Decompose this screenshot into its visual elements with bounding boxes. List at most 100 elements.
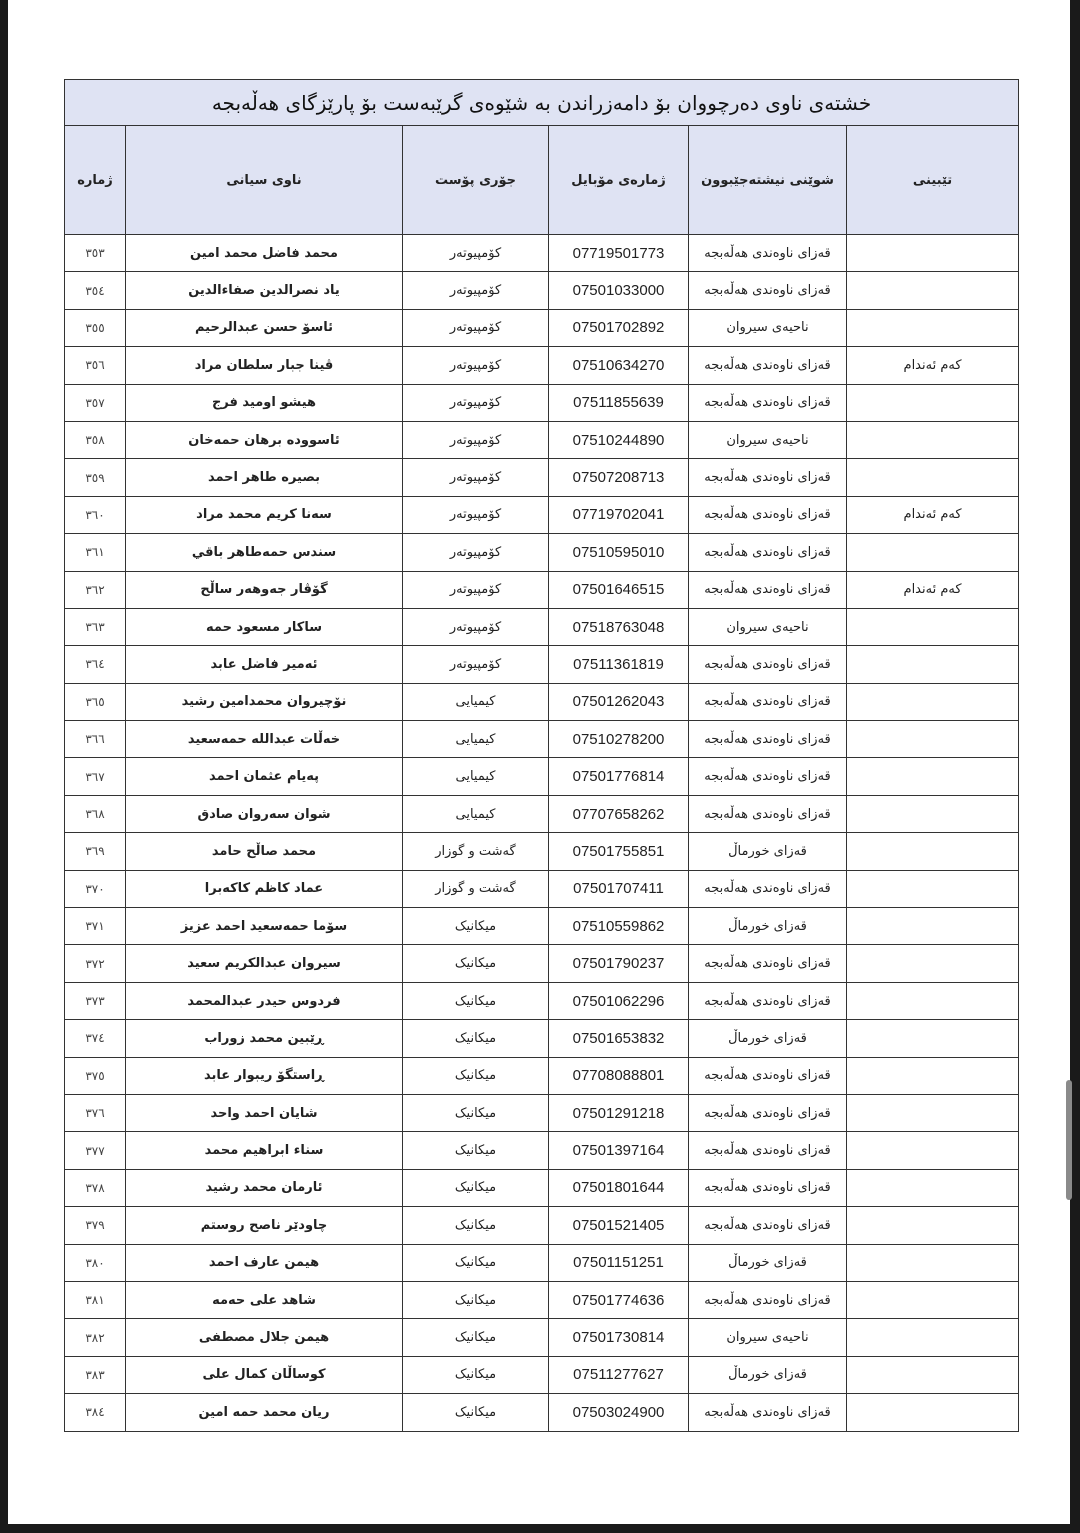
table-row: ٣٥٣ محمد فاضل محمد امين کۆمپیوتەر 077195017… <box>64 233 1020 273</box>
cell-name: ياد نصرالدين صفاءالدين <box>125 271 403 310</box>
table-row: ٣٥٧ هيشو اوميد فرج کۆمپیوتەر 07511855639 قەز… <box>64 383 1020 422</box>
cell-mobile: 07510634270 <box>548 346 689 385</box>
cell-number: ٣٦٧ <box>64 757 126 796</box>
table-row: ٣٦٤ ئەمير فاضل عابد کۆمپیوتەر 07511361819 قە… <box>64 645 1020 684</box>
cell-location: قەزای ناوەندی هەڵەبجە <box>688 1093 847 1133</box>
header-location: شوێنی نیشتەجێبوون <box>688 125 847 235</box>
cell-notes <box>845 645 1020 684</box>
cell-number: ٣٥٣ <box>64 233 126 273</box>
table-row: ٣٨٣ كوساڵان كمال على میکانیک 07511277627 قەز… <box>64 1355 1020 1395</box>
cell-mobile: 07501397164 <box>548 1131 689 1170</box>
cell-post-type: میکانیک <box>402 907 549 946</box>
table-row: ٣٥٤ ياد نصرالدين صفاءالدين کۆمپیوتەر 075010… <box>64 271 1020 310</box>
cell-number: ٣٨٣ <box>64 1355 126 1395</box>
cell-number: ٣٨٤ <box>64 1393 126 1432</box>
cell-number: ٣٦٢ <box>64 570 126 609</box>
cell-location: قەزای ناوەندی هەڵەبجە <box>688 1393 847 1432</box>
cell-post-type: گەشت و گوزار <box>402 832 549 871</box>
cell-location: قەزای ناوەندی هەڵەبجە <box>688 682 847 722</box>
cell-number: ٣٦٥ <box>64 682 126 722</box>
cell-post-type: کۆمپیوتەر <box>402 495 549 535</box>
table-row: ٣٥٨ ئاسوودە برهان حمەخان کۆمپیوتەر 07510244… <box>64 420 1020 460</box>
cell-name: هيمن جلال مصطفى <box>125 1318 403 1357</box>
cell-notes <box>845 1056 1020 1095</box>
cell-notes <box>845 1318 1020 1357</box>
cell-mobile: 07518763048 <box>548 607 689 647</box>
cell-number: ٣٥٩ <box>64 458 126 497</box>
cell-notes <box>845 271 1020 310</box>
cell-location: ناحیەی سیروان <box>688 1318 847 1357</box>
cell-location: قەزای ناوەندی هەڵەبجە <box>688 794 847 834</box>
cell-notes <box>845 1355 1020 1395</box>
cell-post-type: کۆمپیوتەر <box>402 570 549 609</box>
table-row: ٣٥٥ ئاسۆ حسن عبدالرحيم کۆمپیوتەر 0750170289… <box>64 308 1020 348</box>
table-title: خشتەی ناوی دەرچووان بۆ دامەزراندن بە شێو… <box>63 79 1020 126</box>
cell-mobile: 07501262043 <box>548 682 689 722</box>
cell-location: قەزای ناوەندی هەڵەبجە <box>688 944 847 983</box>
cell-mobile: 07501291218 <box>548 1093 689 1133</box>
cell-number: ٣٨٢ <box>64 1318 126 1357</box>
cell-post-type: میکانیک <box>402 944 549 983</box>
cell-location: قەزای ناوەندی هەڵەبجە <box>688 570 847 609</box>
table-row: ٣٧٦ شايان احمد واحد میکانیک 07501291218 قەزا… <box>64 1093 1020 1133</box>
table-row: ٣٧٨ ئارمان محمد رشيد میکانیک 07501801644 قەز… <box>64 1168 1020 1208</box>
cell-notes <box>845 233 1020 273</box>
cell-post-type: کیمیایی <box>402 720 549 759</box>
cell-name: سناء ابراهيم محمد <box>125 1131 403 1170</box>
cell-notes: کەم ئەندام <box>845 570 1020 609</box>
cell-location: ناحیەی سیروان <box>688 308 847 348</box>
cell-post-type: کۆمپیوتەر <box>402 533 549 572</box>
cell-name: سيروان عبدالكريم سعيد <box>125 944 403 983</box>
cell-post-type: میکانیک <box>402 1056 549 1095</box>
cell-mobile: 07501755851 <box>548 832 689 871</box>
cell-location: ناحیەی سیروان <box>688 607 847 647</box>
table-row: ٣٧٣ فردوس حيدر عبدالمحمد میکانیک 0750106229… <box>64 981 1020 1021</box>
cell-mobile: 07501774636 <box>548 1280 689 1320</box>
cell-notes: کەم ئەندام <box>845 495 1020 535</box>
table-row: ٣٨٠ هيمن عارف احمد میکانیک 07501151251 قەزای… <box>64 1243 1020 1282</box>
cell-notes <box>845 869 1020 909</box>
cell-post-type: کۆمپیوتەر <box>402 308 549 348</box>
cell-number: ٣٥٦ <box>64 346 126 385</box>
cell-notes: کەم ئەندام <box>845 346 1020 385</box>
cell-notes <box>845 944 1020 983</box>
cell-mobile: 07511855639 <box>548 383 689 422</box>
cell-name: سەنا كريم محمد مراد <box>125 495 403 535</box>
table-row: ٣٦٥ نۆچيروان محمدامين رشيد کیمیایی 07501262… <box>64 682 1020 722</box>
cell-location: قەزای خورماڵ <box>688 1243 847 1282</box>
table-row: ٣٦٠ سەنا كريم محمد مراد کۆمپیوتەر 077197020… <box>64 495 1020 535</box>
cell-name: فردوس حيدر عبدالمحمد <box>125 981 403 1021</box>
cell-number: ٣٧١ <box>64 907 126 946</box>
table-row: ٣٥٩ بصيرە طاهر احمد کۆمپیوتەر 07507208713 قە… <box>64 458 1020 497</box>
cell-location: قەزای ناوەندی هەڵەبجە <box>688 645 847 684</box>
cell-notes <box>845 383 1020 422</box>
cell-name: شاهد على حەمە <box>125 1280 403 1320</box>
cell-post-type: کیمیایی <box>402 682 549 722</box>
cell-mobile: 07503024900 <box>548 1393 689 1432</box>
table-row: ٣٦٧ پەيام عثمان احمد کیمیایی 07501776814 قەز… <box>64 757 1020 796</box>
cell-location: قەزای ناوەندی هەڵەبجە <box>688 1280 847 1320</box>
cell-mobile: 07708088801 <box>548 1056 689 1095</box>
scrollbar[interactable] <box>1066 1080 1072 1200</box>
cell-name: سۆما حمەسعيد احمد عزيز <box>125 907 403 946</box>
table-row: ٣٦١ سندس حمەطاهر باقي کۆمپیوتەر 07510595010… <box>64 533 1020 572</box>
cell-post-type: کۆمپیوتەر <box>402 607 549 647</box>
cell-post-type: گەشت و گوزار <box>402 869 549 909</box>
cell-notes <box>845 1131 1020 1170</box>
cell-number: ٣٥٤ <box>64 271 126 310</box>
cell-post-type: کۆمپیوتەر <box>402 233 549 273</box>
cell-notes <box>845 533 1020 572</box>
cell-mobile: 07501801644 <box>548 1168 689 1208</box>
cell-post-type: کیمیایی <box>402 757 549 796</box>
cell-notes <box>845 308 1020 348</box>
cell-post-type: میکانیک <box>402 1093 549 1133</box>
cell-name: ڤينا جبار سلطان مراد <box>125 346 403 385</box>
cell-name: خەڵات عبداللە حمەسعيد <box>125 720 403 759</box>
cell-mobile: 07501033000 <box>548 271 689 310</box>
header-post-type: جۆری پۆست <box>402 125 549 235</box>
cell-name: بصيرە طاهر احمد <box>125 458 403 497</box>
cell-notes <box>845 1206 1020 1245</box>
cell-location: قەزای ناوەندی هەڵەبجە <box>688 271 847 310</box>
cell-name: سندس حمەطاهر باقي <box>125 533 403 572</box>
cell-number: ٣٦٤ <box>64 645 126 684</box>
